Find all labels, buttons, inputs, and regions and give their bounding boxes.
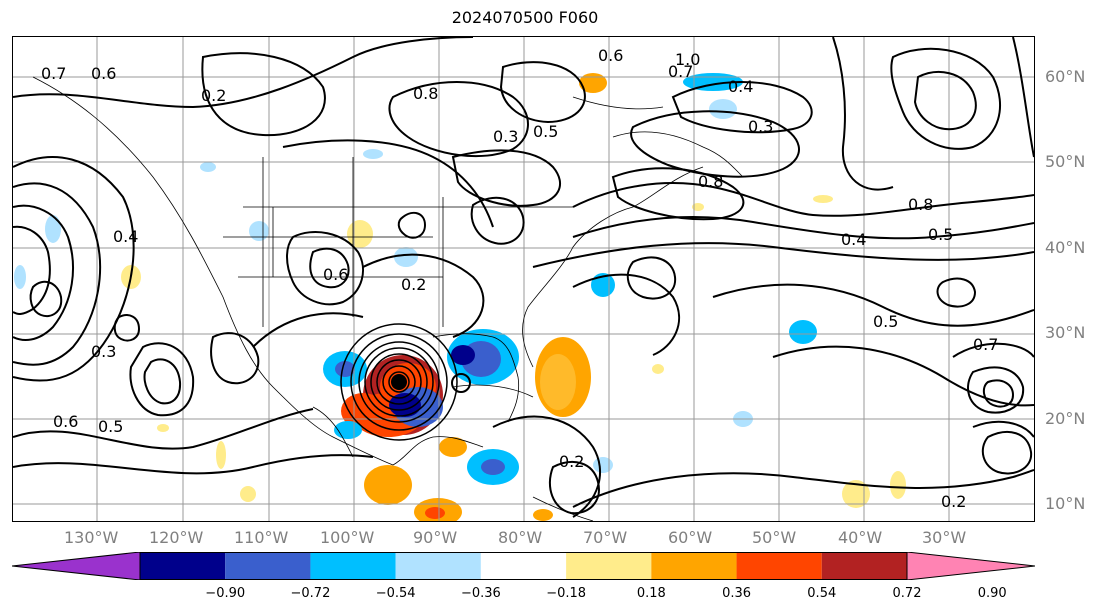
lon-label: 70°W (583, 528, 628, 547)
colorbar-tick-label: −0.72 (290, 586, 331, 601)
contour-label: 0.7 (973, 335, 998, 354)
colorbar-segment (225, 552, 311, 580)
colorbar-extend-min (11, 551, 141, 581)
colorbar-tick-label: 0.18 (636, 586, 666, 601)
contour-label: 0.7 (41, 64, 66, 83)
contour-label: 0.3 (91, 342, 116, 361)
contour-label: 0.8 (908, 195, 933, 214)
contour-label: 0.6 (91, 64, 116, 83)
colorbar-extend-max (906, 551, 1036, 581)
contour-label: 0.4 (841, 230, 866, 249)
contour-label: 0.2 (201, 86, 226, 105)
contour-label: 0.5 (98, 417, 123, 436)
colorbar-segment (651, 552, 737, 580)
colorbar-tick-label: 0.36 (722, 586, 752, 601)
lat-label: 20°N (1045, 409, 1086, 428)
contour-label: 0.3 (493, 127, 518, 146)
contour-lines (12, 36, 1035, 518)
lon-label: 80°W (498, 528, 543, 547)
colorbar-tick-label: −0.90 (205, 586, 246, 601)
colorbar-segment (310, 552, 396, 580)
colorbar-segment (140, 552, 226, 580)
lat-label: 10°N (1045, 494, 1086, 513)
map-canvas: 0.2 0.6 0.4 0.3 0.5 0.8 0.7 0.2 0.6 0.5 … (12, 36, 1035, 526)
lat-label: 40°N (1045, 238, 1086, 257)
colorbar-segment (736, 552, 822, 580)
contour-label: 1.0 (675, 50, 700, 69)
lat-lon-grid (13, 37, 1034, 521)
contour-label: 0.8 (698, 172, 723, 191)
contour-label-group: 0.2 0.6 0.4 0.3 0.5 0.8 0.7 0.2 0.6 0.5 … (41, 46, 998, 511)
colorbar-tick-label: −0.18 (546, 586, 587, 601)
colorbar (11, 551, 1036, 581)
contour-label: 0.8 (413, 84, 438, 103)
contour-label: 0.2 (401, 275, 426, 294)
hurricane-center-marker (391, 374, 407, 390)
contour-label: 0.5 (928, 225, 953, 244)
colorbar-segment (395, 552, 481, 580)
colorbar-tick-label: 0.72 (892, 586, 922, 601)
map-title: 2024070500 F060 (451, 8, 599, 27)
contour-label: 0.4 (728, 77, 753, 96)
colorbar-segment (480, 552, 567, 580)
colorbar-segment (566, 552, 652, 580)
lon-label: 130°W (64, 528, 119, 547)
contour-label: 0.3 (748, 117, 773, 136)
lon-label: 60°W (668, 528, 713, 547)
lat-label: 60°N (1045, 67, 1086, 86)
lat-label: 30°N (1045, 323, 1086, 342)
lon-label: 90°W (413, 528, 458, 547)
contour-label: 0.7 (668, 62, 693, 81)
contour-label: 0.6 (323, 265, 348, 284)
contour-label: 0.2 (941, 492, 966, 511)
lon-label: 50°W (752, 528, 797, 547)
colorbar-segment (821, 552, 907, 580)
lon-label: 40°W (838, 528, 883, 547)
colorbar-graphic (11, 551, 1036, 581)
lon-label: 120°W (149, 528, 204, 547)
contour-label: 0.5 (873, 312, 898, 331)
map-panel: 0.2 0.6 0.4 0.3 0.5 0.8 0.7 0.2 0.6 0.5 … (12, 36, 1035, 526)
hurricane-contours (340, 323, 458, 441)
lon-label: 100°W (320, 528, 375, 547)
contour-label: 0.4 (113, 227, 138, 246)
contour-label: 0.2 (559, 452, 584, 471)
contour-label: 0.5 (533, 122, 558, 141)
colorbar-tick-label: −0.54 (375, 586, 416, 601)
contour-label: 0.6 (53, 412, 78, 431)
contour-label: 0.6 (598, 46, 623, 65)
lat-label: 50°N (1045, 152, 1086, 171)
lon-label: 110°W (234, 528, 289, 547)
colorbar-tick-label: 0.54 (807, 586, 837, 601)
lon-label: 30°W (922, 528, 967, 547)
colorbar-tick-label: −0.36 (460, 586, 501, 601)
small-contour-ring (451, 373, 471, 393)
shaded-anomalies (14, 73, 906, 526)
colorbar-tick-label: 0.90 (977, 586, 1007, 601)
